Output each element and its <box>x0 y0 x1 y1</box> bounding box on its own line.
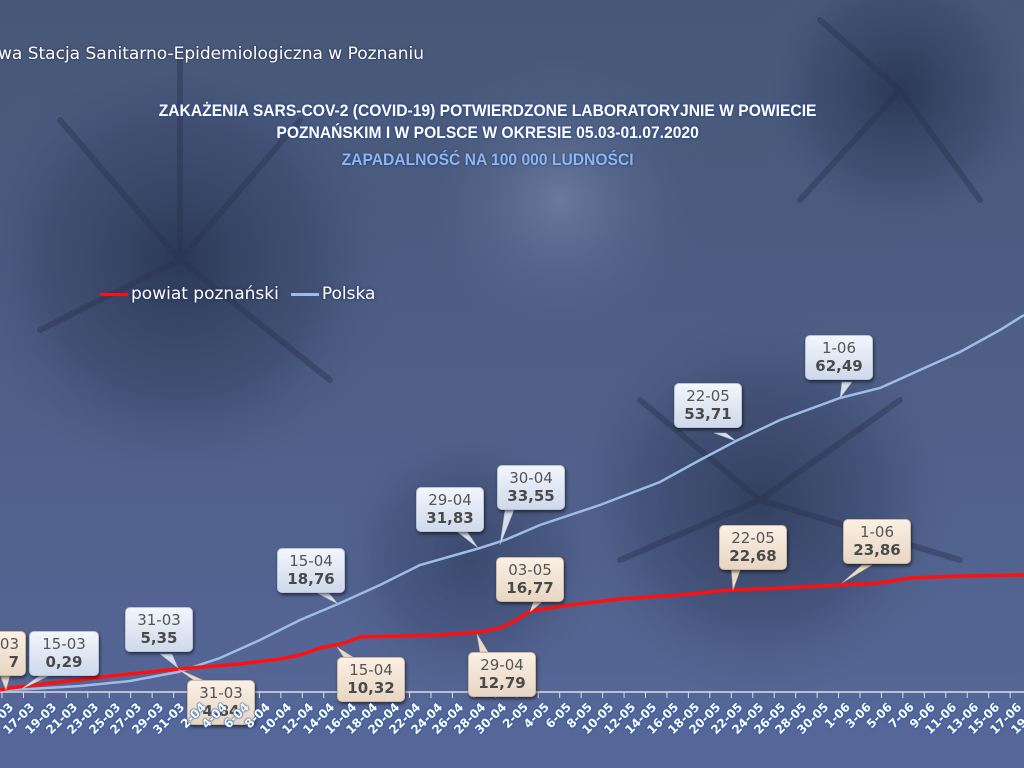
callout-value: 22,68 <box>729 547 777 565</box>
callout-polska-31-03: 31-03 5,35 <box>125 607 193 652</box>
callout-polska-22-05: 22-05 53,71 <box>674 383 742 428</box>
legend-swatch-red <box>100 292 128 296</box>
callout-powiat-29-04: 29-04 12,79 <box>468 652 536 697</box>
callout-value: 62,49 <box>815 357 863 375</box>
callout-value: 18,76 <box>287 570 335 588</box>
callout-polska-29-04: 29-04 31,83 <box>416 487 484 532</box>
chart-title: ZAKAŻENIA SARS-COV-2 (COVID-19) POTWIERD… <box>0 100 975 144</box>
callout-powiat-15-03: 03 7 <box>0 631 26 676</box>
callout-value: 10,32 <box>347 679 395 697</box>
callout-polska-30-04: 30-04 33,55 <box>497 465 565 510</box>
legend-item-powiat: powiat poznański <box>100 284 279 304</box>
callout-date: 1-06 <box>859 523 895 541</box>
callout-value: 5,35 <box>140 629 178 647</box>
callout-date: 03 <box>0 635 19 653</box>
callout-date: 22-05 <box>686 387 730 405</box>
callout-date: 29-04 <box>480 656 524 674</box>
callout-powiat-31-03: 31-03 4,84 <box>187 680 255 725</box>
callout-value: 31,83 <box>426 509 474 527</box>
callout-date: 1-06 <box>821 339 857 357</box>
callout-value: 7 <box>8 653 19 671</box>
chart-legend: powiat poznański Polska <box>100 284 387 304</box>
callout-value: 23,86 <box>853 541 901 559</box>
chart-title-line-1: ZAKAŻENIA SARS-COV-2 (COVID-19) POTWIERD… <box>158 101 817 120</box>
callout-value: 12,79 <box>478 674 526 692</box>
callout-date: 15-03 <box>42 635 86 653</box>
callout-value: 4,84 <box>202 702 240 720</box>
callout-date: 31-03 <box>137 611 181 629</box>
callout-value: 33,55 <box>507 487 555 505</box>
legend-label-polska: Polska <box>321 284 376 304</box>
callout-value: 16,77 <box>506 579 554 597</box>
callout-powiat-22-05: 22-05 22,68 <box>719 525 787 570</box>
legend-swatch-blue <box>290 292 319 296</box>
legend-label-powiat: powiat poznański <box>131 284 279 304</box>
chart-subtitle: ZAPADALNOŚĆ NA 100 000 LUDNOŚCI <box>341 150 634 169</box>
callout-value: 0,29 <box>45 653 83 671</box>
series-line-polska <box>0 313 1024 692</box>
legend-item-polska: Polska <box>290 284 376 304</box>
source-institution: wa Stacja Sanitarno-Epidemiologiczna w P… <box>0 44 425 64</box>
callout-polska-15-04: 15-04 18,76 <box>277 548 345 593</box>
callout-date: 29-04 <box>428 491 472 509</box>
callout-date: 03-05 <box>508 561 552 579</box>
callout-powiat-1-06: 1-06 23,86 <box>843 519 911 564</box>
callout-date: 15-04 <box>349 661 393 679</box>
callout-polska-1-06: 1-06 62,49 <box>805 335 873 380</box>
callout-date: 15-04 <box>289 552 333 570</box>
callout-powiat-15-04: 15-04 10,32 <box>337 657 405 702</box>
callout-value: 53,71 <box>684 405 732 423</box>
callout-polska-15-03: 15-03 0,29 <box>29 631 99 676</box>
chart-title-line-2: POZNAŃSKIM I W POLSCE W OKRESIE 05.03-01… <box>276 123 699 142</box>
callout-date: 30-04 <box>509 469 553 487</box>
callout-date: 31-03 <box>199 684 243 702</box>
series-line-powiat <box>0 573 1024 692</box>
callout-powiat-03-05: 03-05 16,77 <box>496 557 564 602</box>
callout-date: 22-05 <box>731 529 775 547</box>
